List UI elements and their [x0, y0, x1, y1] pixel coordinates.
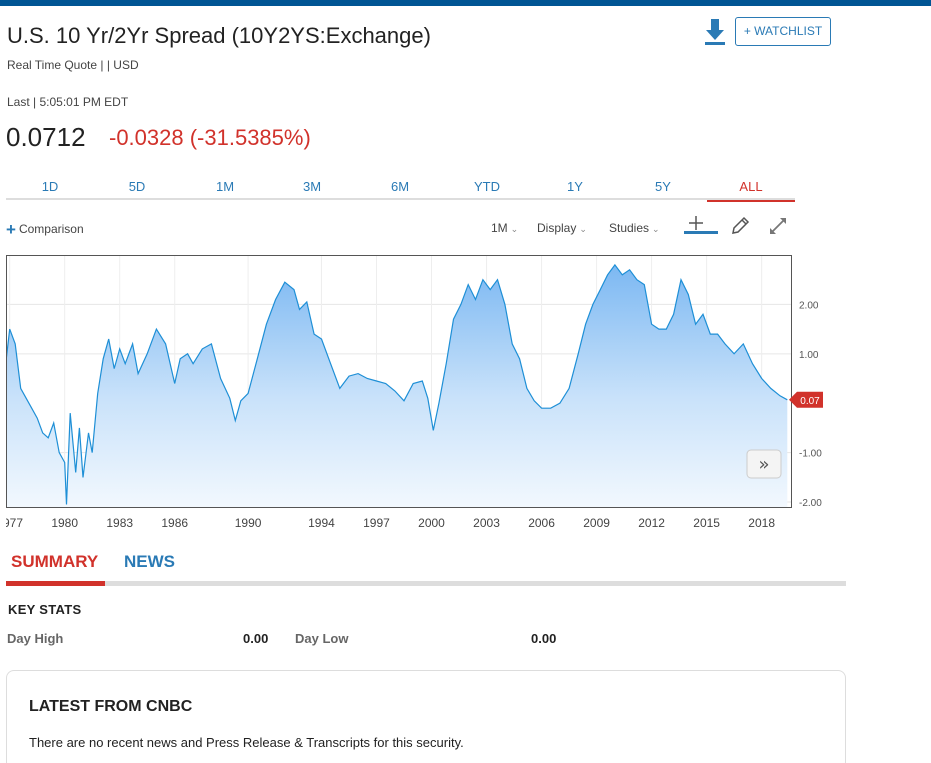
- tab-news[interactable]: NEWS: [124, 552, 175, 571]
- x-tick-label: 1994: [308, 516, 335, 530]
- double-chevron-right-icon: »: [758, 454, 769, 475]
- x-tick-label: 1997: [363, 516, 390, 530]
- chevron-down-icon: ⌄: [579, 224, 587, 234]
- tab-1d[interactable]: 1D: [41, 179, 59, 194]
- studies-label: Studies: [609, 221, 650, 235]
- comparison-label: Comparison: [18, 222, 84, 236]
- latest-news-title: LATEST FROM CNBC: [29, 698, 193, 715]
- x-tick-label: 1980: [51, 516, 78, 530]
- tab-3m[interactable]: 3M: [302, 179, 322, 194]
- tab-5y[interactable]: 5Y: [655, 179, 671, 194]
- tab-6m[interactable]: 6M: [390, 179, 410, 194]
- no-news-message: There are no recent news and Press Relea…: [29, 735, 464, 750]
- tab-ytd[interactable]: YTD: [474, 179, 500, 194]
- chart-area[interactable]: 2.00 1.00 -1.00 -2.00 1977 1980 1983 1986 1990 1…: [0, 255, 832, 535]
- y-tick-label: -1.00: [799, 449, 822, 460]
- interval-dropdown[interactable]: 1M ⌄: [491, 221, 518, 235]
- x-tick-label: 2000: [418, 516, 445, 530]
- day-low-label: Day Low: [295, 631, 349, 646]
- last-value-label: 0.07: [800, 396, 820, 407]
- section-tabs: SUMMARY NEWS: [6, 550, 846, 586]
- spread-chart: 2.00 1.00 -1.00 -2.00 1977 1980 1983 1986 1990 1…: [0, 255, 823, 530]
- chevron-down-icon: ⌄: [652, 224, 660, 234]
- chart-toolbar: + Comparison 1M ⌄ Display ⌄ Studies ⌄: [0, 216, 931, 242]
- crosshair-icon[interactable]: [684, 216, 718, 236]
- x-tick-label: 1990: [235, 516, 262, 530]
- tab-summary[interactable]: SUMMARY: [11, 552, 99, 571]
- latest-news-panel: LATEST FROM CNBC There are no recent new…: [6, 670, 846, 763]
- pencil-icon[interactable]: [730, 216, 750, 236]
- last-value-flag: [789, 391, 823, 408]
- x-tick-label: 2003: [473, 516, 500, 530]
- tab-all[interactable]: ALL: [707, 179, 795, 202]
- key-stats-title: KEY STATS: [8, 602, 82, 617]
- day-high-value: 0.00: [243, 631, 269, 646]
- active-tab-indicator: [6, 581, 105, 586]
- x-tick-label: 2018: [748, 516, 775, 530]
- x-tick-label: 1986: [161, 516, 188, 530]
- scroll-forward-button[interactable]: »: [746, 449, 782, 479]
- top-accent-bar: [0, 0, 931, 6]
- y-tick-label: 2.00: [799, 300, 819, 311]
- comparison-button[interactable]: + Comparison: [6, 220, 84, 240]
- last-update-time: Last | 5:05:01 PM EDT: [7, 95, 129, 109]
- download-icon[interactable]: [704, 18, 726, 46]
- y-tick-label: 1.00: [799, 350, 819, 361]
- studies-dropdown[interactable]: Studies ⌄: [609, 221, 660, 235]
- day-low-value: 0.00: [531, 631, 557, 646]
- page-title: U.S. 10 Yr/2Yr Spread (10Y2YS:Exchange): [7, 23, 431, 48]
- last-price: 0.0712: [6, 122, 86, 152]
- price-change: -0.0328 (-31.5385%): [109, 125, 311, 150]
- expand-icon[interactable]: [768, 216, 788, 236]
- display-dropdown[interactable]: Display ⌄: [537, 221, 587, 235]
- x-tick-label: 1983: [106, 516, 133, 530]
- chevron-down-icon: ⌄: [510, 224, 519, 234]
- x-tick-label: 2009: [583, 516, 610, 530]
- x-tick-label: 1977: [6, 516, 23, 530]
- x-tick-label: 2015: [693, 516, 720, 530]
- chart-series-line: [5, 263, 788, 505]
- chart-area-fill: [6, 264, 788, 507]
- display-label: Display: [537, 221, 577, 235]
- quote-subtitle: Real Time Quote | | USD: [7, 58, 139, 72]
- tab-1m[interactable]: 1M: [215, 179, 235, 194]
- range-tabs: 1D 5D 1M 3M 6M YTD 1Y 5Y ALL: [6, 176, 795, 202]
- y-tick-label: -2.00: [799, 498, 822, 509]
- interval-label: 1M: [491, 221, 508, 235]
- tab-5d[interactable]: 5D: [128, 179, 146, 194]
- add-watchlist-button[interactable]: + WATCHLIST: [735, 17, 831, 46]
- plus-icon: +: [6, 220, 16, 239]
- x-tick-label: 2006: [528, 516, 555, 530]
- plot-frame: [6, 255, 792, 508]
- day-high-label: Day High: [7, 631, 64, 646]
- tab-1y[interactable]: 1Y: [567, 179, 583, 194]
- x-tick-label: 2012: [638, 516, 665, 530]
